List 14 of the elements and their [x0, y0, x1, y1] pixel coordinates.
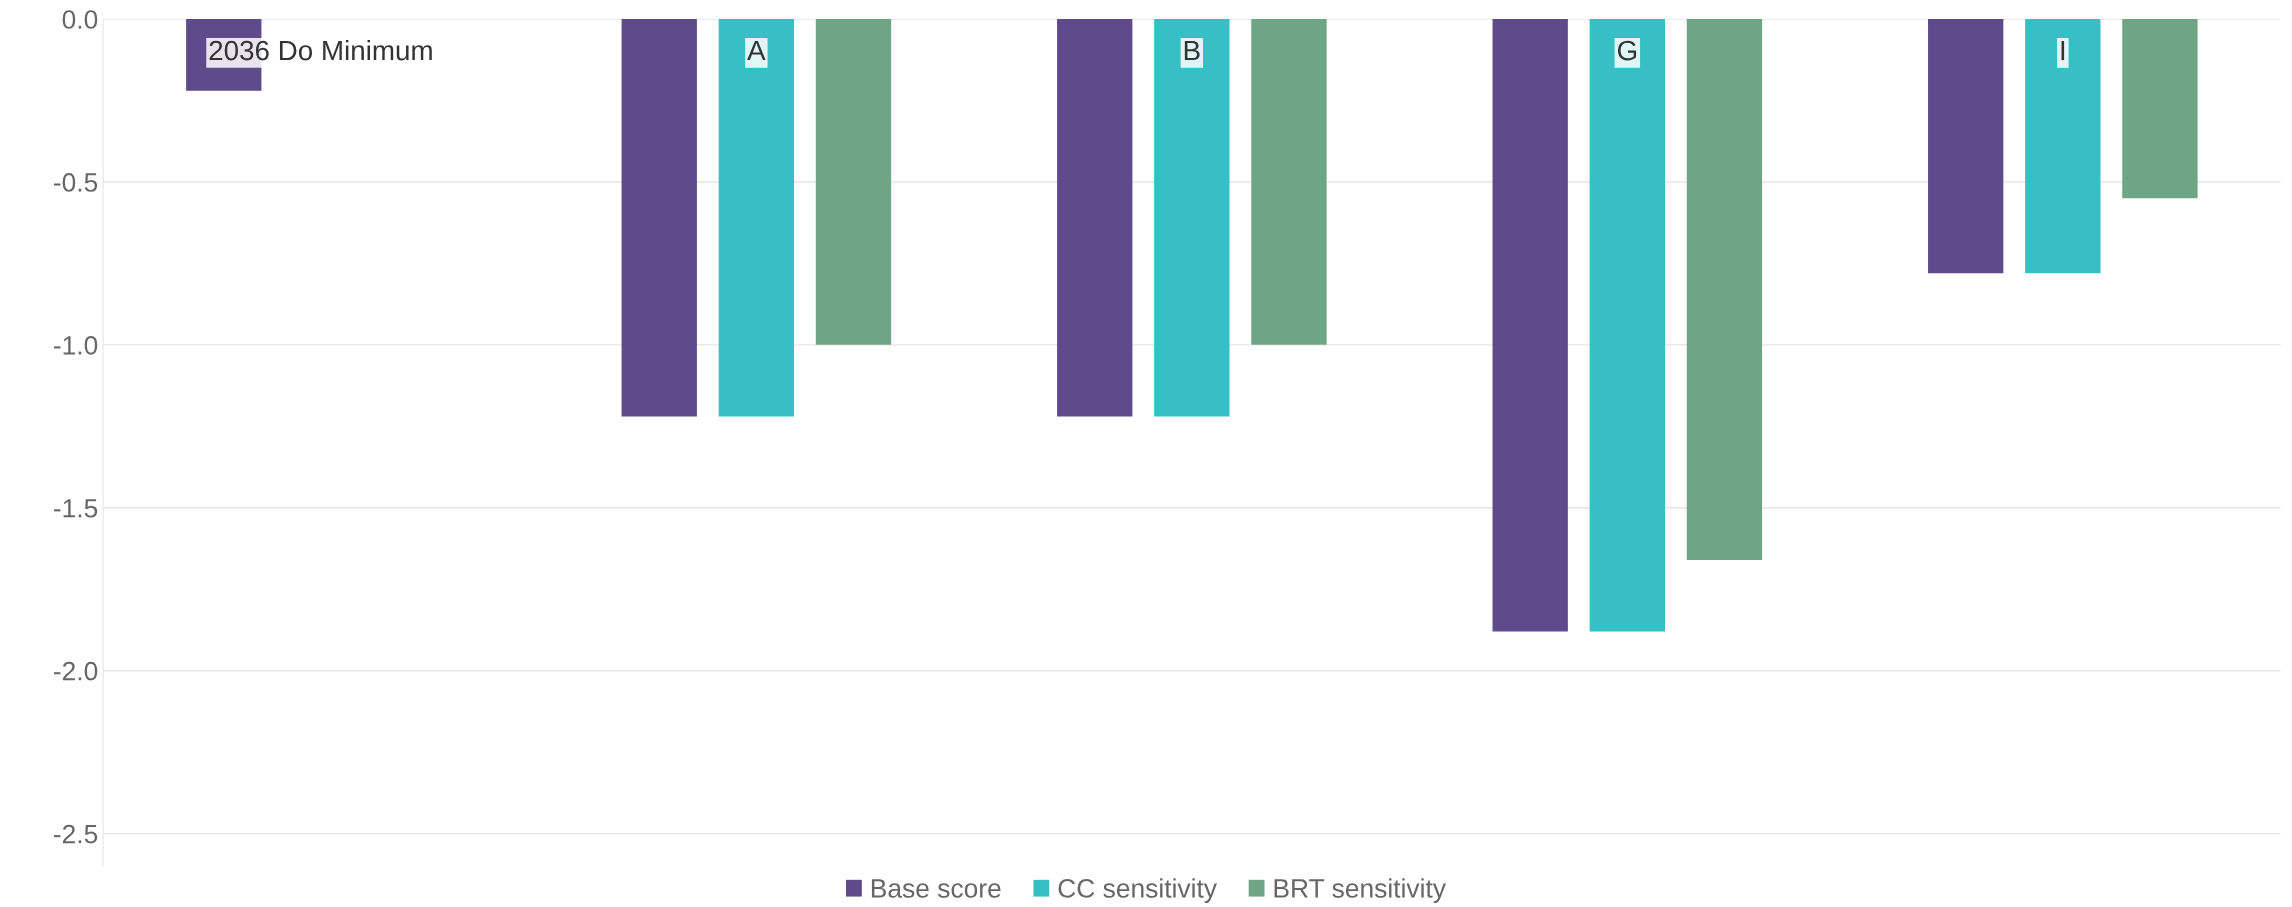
- y-tick-label: -1.0: [53, 336, 98, 355]
- x-tick-label: B: [1184, 41, 1200, 61]
- x-tick-label: A: [747, 41, 766, 61]
- y-tick-label: -0.5: [53, 173, 98, 192]
- x-tick-label: I: [2061, 41, 2065, 61]
- legend-label: Base score: [871, 879, 1001, 898]
- legend-label: BRT sensitivity: [1274, 878, 1446, 903]
- y-tick-label: -2.0: [53, 661, 98, 681]
- y-tick-label: -2.5: [53, 824, 98, 844]
- y-tick-label: -1.5: [53, 499, 98, 518]
- legend-label: CC sensitivity: [1058, 878, 1217, 903]
- x-tick-label: 2036 Do Minimum: [209, 39, 432, 61]
- y-tick-label: 0.0: [62, 10, 98, 29]
- x-tick-label: G: [1617, 40, 1637, 61]
